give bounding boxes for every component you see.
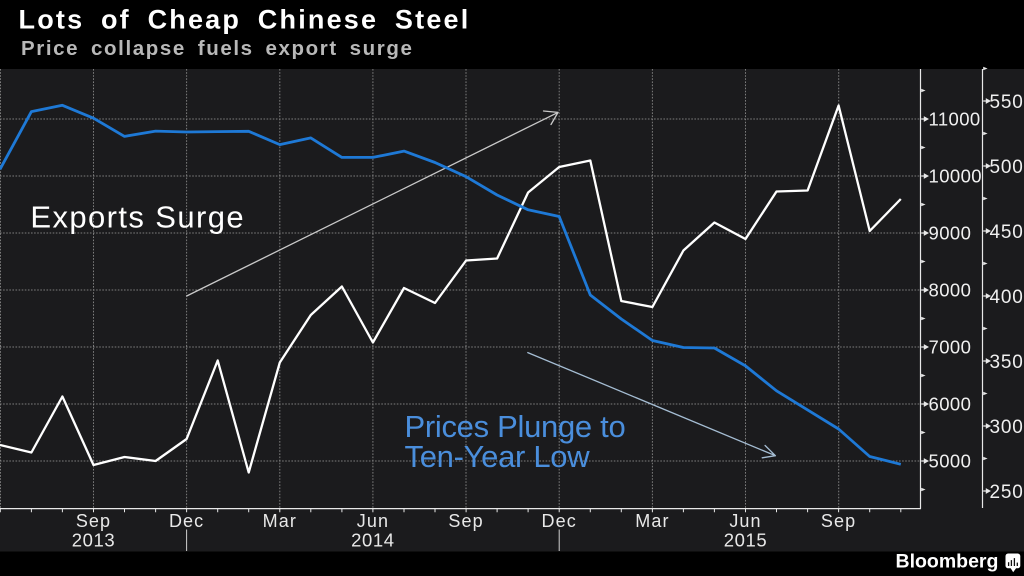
svg-text:Sep: Sep	[76, 511, 111, 531]
svg-text:250: 250	[990, 482, 1024, 503]
svg-text:Mar: Mar	[263, 511, 297, 531]
svg-text:400: 400	[990, 287, 1024, 308]
svg-text:5000: 5000	[929, 451, 972, 472]
svg-text:Jun: Jun	[357, 511, 389, 531]
svg-text:6000: 6000	[929, 394, 972, 415]
svg-text:Lots of Cheap Chinese Steel: Lots of Cheap Chinese Steel	[19, 5, 471, 35]
svg-text:Jun: Jun	[729, 511, 761, 531]
svg-text:Dec: Dec	[169, 511, 204, 531]
svg-text:Sep: Sep	[448, 511, 483, 531]
svg-text:2014: 2014	[351, 530, 395, 551]
svg-text:550: 550	[990, 92, 1024, 113]
svg-text:500: 500	[990, 157, 1024, 178]
svg-text:Dec: Dec	[542, 511, 577, 531]
svg-text:Prices Plunge to: Prices Plunge to	[405, 409, 626, 444]
svg-text:350: 350	[990, 352, 1024, 373]
svg-text:Mar: Mar	[635, 511, 669, 531]
svg-text:7000: 7000	[929, 337, 972, 358]
svg-text:Sep: Sep	[821, 511, 856, 531]
svg-text:Bloomberg: Bloomberg	[896, 551, 999, 573]
svg-text:8000: 8000	[929, 280, 972, 301]
svg-text:Ten-Year Low: Ten-Year Low	[405, 439, 591, 474]
svg-text:2015: 2015	[724, 530, 768, 551]
svg-text:11000: 11000	[929, 109, 981, 130]
svg-text:2013: 2013	[72, 530, 116, 551]
svg-text:Price collapse fuels export su: Price collapse fuels export surge	[21, 37, 414, 60]
svg-text:9000: 9000	[929, 223, 972, 244]
svg-text:10000: 10000	[929, 166, 982, 187]
svg-text:300: 300	[990, 417, 1024, 438]
svg-text:450: 450	[990, 222, 1024, 243]
svg-text:Exports Surge: Exports Surge	[30, 199, 245, 234]
